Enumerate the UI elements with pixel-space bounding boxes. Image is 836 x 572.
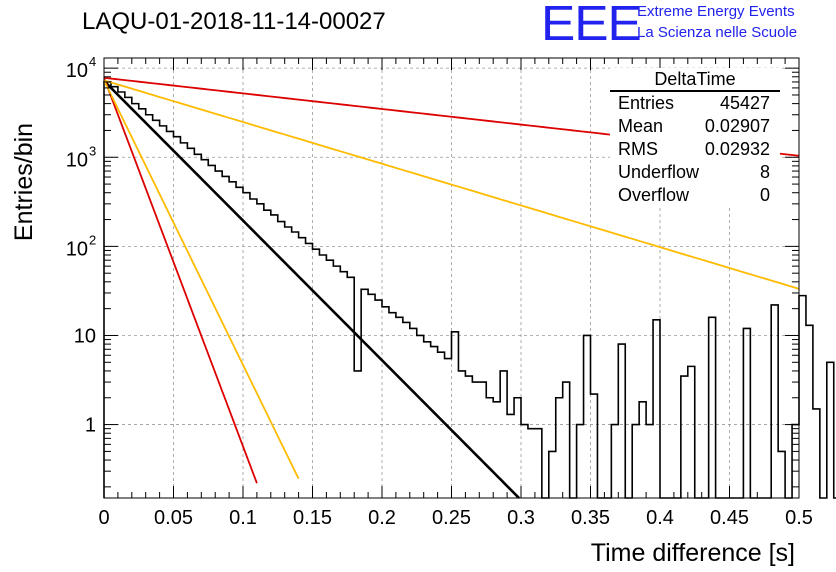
stats-row-mean: Mean 0.02907 (610, 115, 780, 138)
logo-line-1: Extreme Energy Events (637, 3, 795, 20)
stats-value: 0.02907 (704, 116, 770, 136)
curve-yellow-slow (103, 79, 800, 290)
logo-line-2: La Scienza nelle Scuole (637, 24, 798, 41)
plot-title: LAQU-01-2018-11-14-00027 (82, 8, 386, 35)
x-axis: 0 0.05 0.1 0.15 0.2 0.25 0.3 0.35 0.4 0.45 0.5 (98, 58, 813, 529)
x-tick-label: 0 (98, 507, 109, 529)
y-tick-exponent: 4 (89, 54, 96, 69)
curve-red-fast (103, 77, 258, 484)
stats-label: RMS (618, 139, 658, 159)
x-tick-label: 0.45 (710, 507, 749, 529)
x-tick-label: 0.5 (785, 507, 813, 529)
stats-label: Entries (618, 93, 675, 113)
stats-label: Mean (618, 116, 664, 136)
y-tick-label: 1 (85, 415, 96, 437)
y-tick-label: 10 (66, 238, 88, 260)
fit-curves (103, 76, 800, 499)
x-axis-label: Time difference [s] (591, 539, 795, 567)
x-tick-label: 0.05 (154, 507, 193, 529)
stats-value: 0.02932 (704, 139, 770, 159)
y-tick-label: 10 (66, 60, 88, 82)
eee-logo: EEE (541, 0, 642, 51)
y-tick-label: 10 (66, 149, 88, 171)
x-tick-label: 0.15 (293, 507, 332, 529)
stats-value: 45427 (719, 93, 770, 113)
curve-yellow-fast (103, 79, 300, 480)
x-tick-label: 0.35 (571, 507, 610, 529)
curve-fit (103, 79, 520, 499)
stats-row-rms: RMS 0.02932 (610, 138, 780, 161)
y-tick-exponent: 2 (89, 232, 96, 247)
stats-row-underflow: Underflow 8 (610, 161, 780, 184)
x-tick-label: 0.4 (646, 507, 674, 529)
stats-label: Overflow (618, 185, 690, 205)
y-tick-label: 10 (74, 325, 96, 347)
histogram (103, 81, 836, 499)
y-axis-label: Entries/bin (10, 123, 38, 241)
histogram-outline (103, 81, 836, 499)
x-tick-label: 0.1 (229, 507, 257, 529)
stats-box: DeltaTime Entries 45427 Mean 0.02907 RMS 0.… (610, 68, 780, 207)
x-tick-label: 0.25 (432, 507, 471, 529)
stats-row-overflow: Overflow 0 (610, 184, 780, 207)
stats-title: DeltaTime (610, 68, 780, 92)
stats-value: 0 (759, 185, 770, 205)
x-tick-label: 0.2 (368, 507, 396, 529)
stats-row-entries: Entries 45427 (610, 92, 780, 115)
y-tick-exponent: 3 (89, 143, 96, 158)
x-tick-label: 0.3 (507, 507, 535, 529)
stats-label: Underflow (618, 162, 700, 182)
stats-value: 8 (759, 162, 770, 182)
